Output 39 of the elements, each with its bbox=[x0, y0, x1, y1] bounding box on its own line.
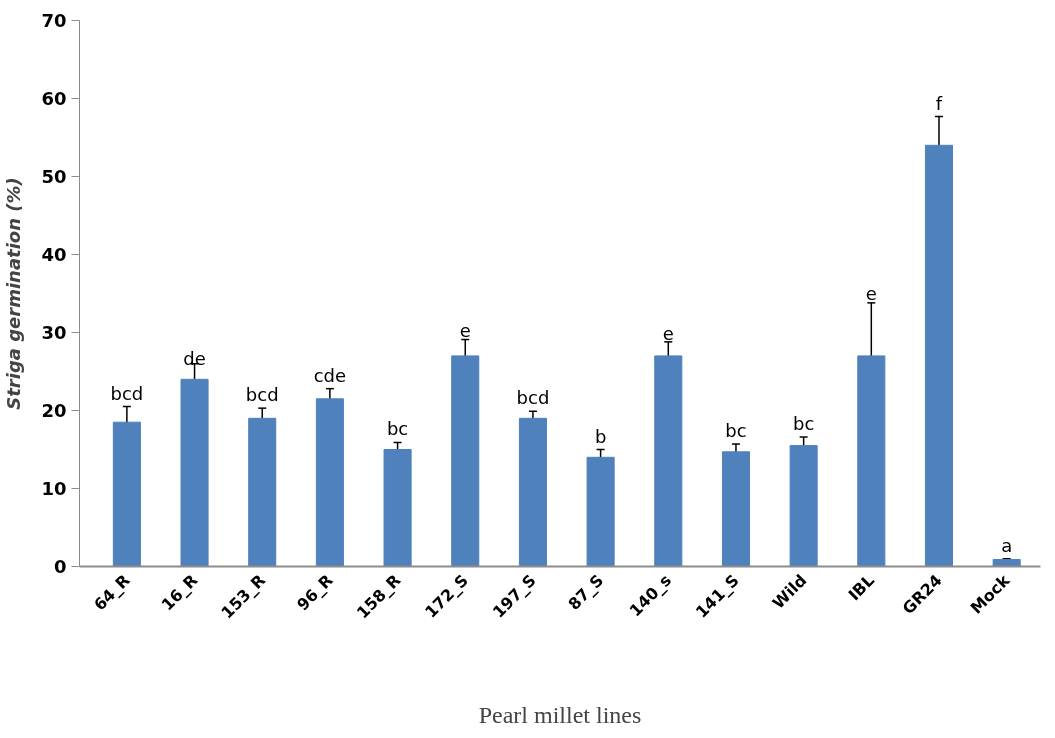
bar bbox=[518, 417, 547, 567]
annotation: bcd bbox=[110, 382, 144, 404]
annotation: de bbox=[183, 347, 206, 369]
annotation: bcd bbox=[516, 386, 550, 408]
bar bbox=[180, 378, 209, 567]
bar bbox=[112, 421, 141, 567]
y-tick-label: 30 bbox=[41, 322, 67, 343]
x-tick-label: IBL bbox=[844, 570, 879, 605]
bar bbox=[924, 144, 954, 567]
bar bbox=[315, 398, 344, 567]
annotation: bc bbox=[792, 413, 815, 435]
y-axis-title: Striga germination (%) bbox=[3, 177, 25, 410]
y-tick-label: 20 bbox=[41, 400, 67, 421]
x-axis-title: Pearl millet lines bbox=[478, 701, 642, 728]
annotation: bc bbox=[386, 418, 409, 440]
bar bbox=[789, 445, 818, 567]
annotation: e bbox=[865, 282, 877, 304]
annotation: a bbox=[1001, 534, 1013, 556]
y-tick-label: 50 bbox=[41, 166, 67, 187]
bar bbox=[857, 355, 886, 567]
annotation: cde bbox=[313, 364, 347, 386]
bar bbox=[248, 417, 277, 567]
y-tick-label: 40 bbox=[41, 244, 67, 265]
annotation: e bbox=[662, 322, 674, 344]
y-tick-label: 0 bbox=[53, 556, 67, 577]
y-tick-label: 70 bbox=[41, 10, 67, 31]
bar bbox=[654, 355, 683, 567]
y-tick-label: 10 bbox=[41, 478, 67, 499]
y-tick-label: 60 bbox=[41, 88, 67, 109]
bar bbox=[721, 451, 750, 567]
bar bbox=[451, 355, 480, 567]
annotation: bc bbox=[725, 420, 747, 442]
annotation: f bbox=[935, 93, 943, 115]
annotation: e bbox=[459, 319, 471, 341]
annotation: bcd bbox=[245, 384, 279, 406]
annotation: b bbox=[594, 425, 607, 447]
bar bbox=[586, 456, 615, 567]
bar bbox=[992, 558, 1021, 567]
bar bbox=[383, 449, 412, 567]
